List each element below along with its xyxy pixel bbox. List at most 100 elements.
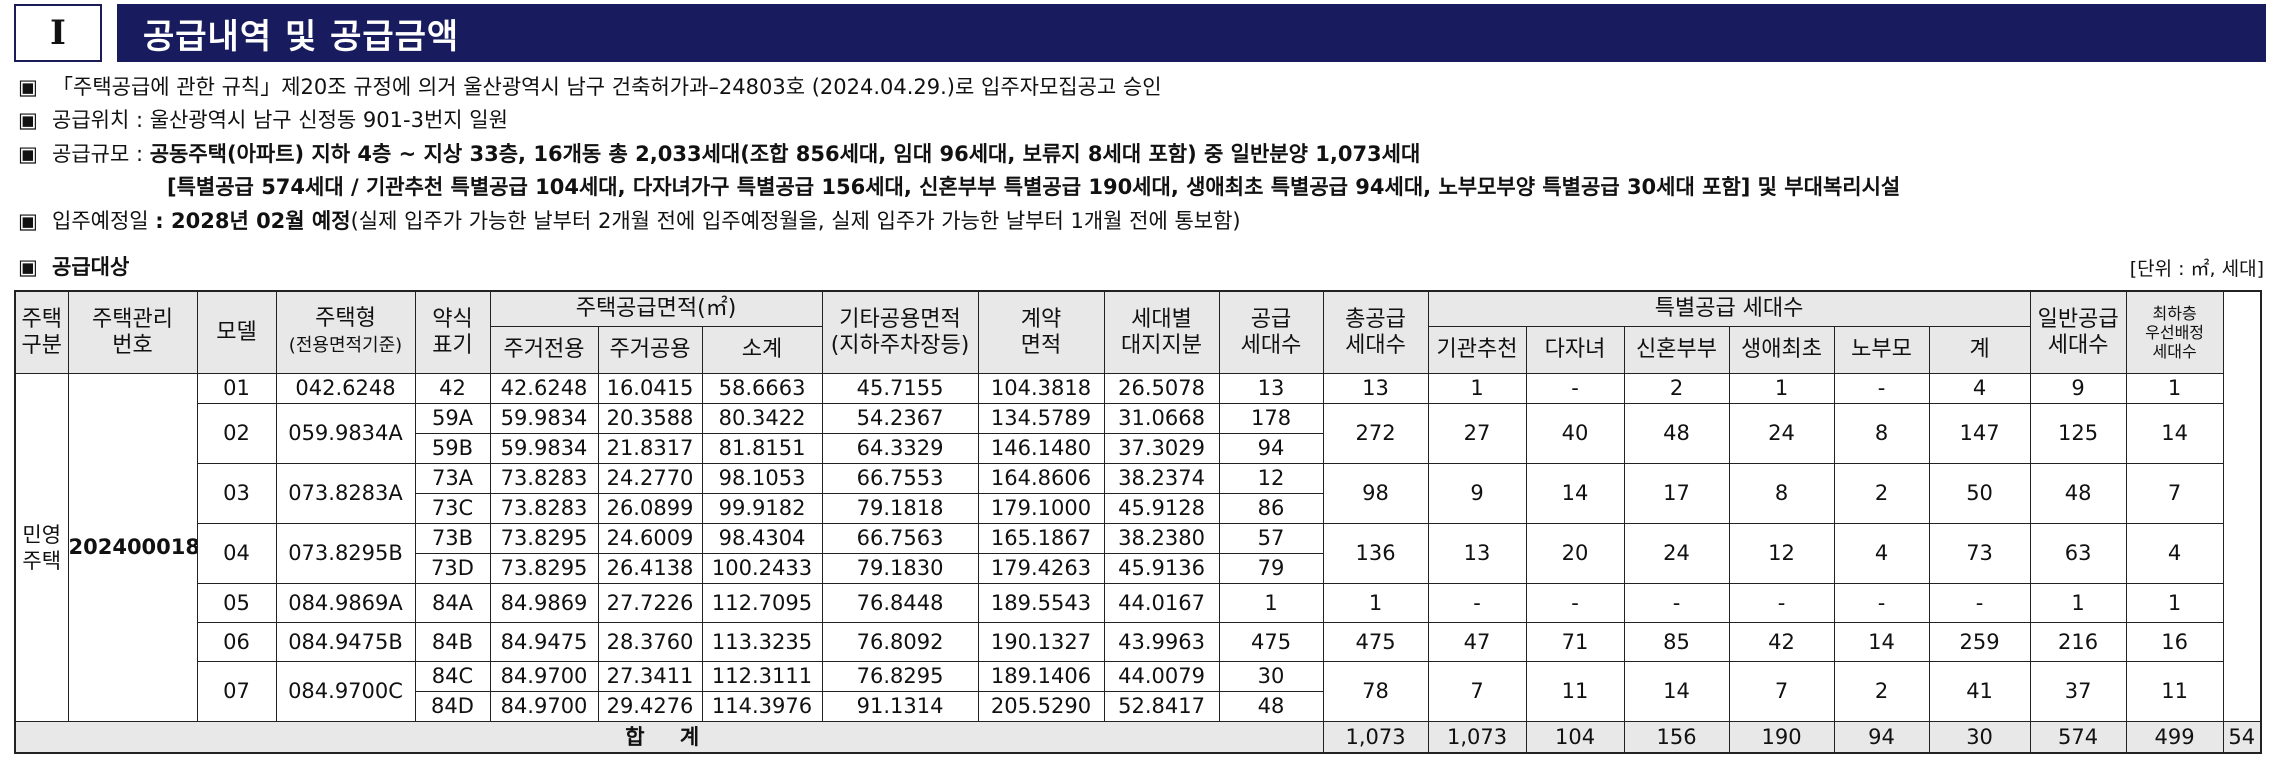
- table-row: 민영 주택202400018101042.62484242.624816.041…: [14, 373, 2261, 722]
- cell-model: 06: [196, 622, 277, 662]
- table-row: 73D 73.8295 26.4138 100.2433 79.1830 179.4263…: [15, 553, 2261, 584]
- header-special: 특별공급 세대수: [1427, 290, 2031, 327]
- cell-land-share: 26.5078: [1103, 373, 1220, 404]
- cell-sp-sum: 73: [1928, 523, 2031, 584]
- header-sp-multi: 다자녀: [1525, 326, 1625, 374]
- bullet-location-text: 공급위치 : 울산광역시 남구 신정동 901-3번지 일원: [52, 108, 508, 132]
- cell-other-area: 76.8448: [821, 583, 979, 623]
- cell-abbrev: 84C: [414, 661, 491, 692]
- cell-sp-sum: 4: [1928, 373, 2031, 404]
- table-body: 민영 주택202400018101042.62484242.624816.041…: [14, 373, 2261, 722]
- cell-subtotal-area: 113.3235: [701, 622, 823, 662]
- table-row: 02 059.9834A 59A 59.9834 20.3588 80.3422 54.23…: [15, 403, 2261, 464]
- cell-priority: 11: [2125, 661, 2224, 722]
- cell-other-area: 64.3329: [821, 433, 979, 464]
- cell-subtotal-area: 98.1053: [701, 463, 823, 494]
- total-sp-multi: 156: [1623, 721, 1730, 754]
- cell-contract-area: 189.5543: [977, 583, 1105, 623]
- bullet-square-icon: ▣: [18, 142, 38, 166]
- cell-total-units: 272: [1322, 403, 1429, 464]
- cell-housing-type: 민영 주택: [14, 373, 69, 722]
- cell-house-type: 042.6248: [275, 373, 416, 404]
- cell-supply-units: 30: [1218, 661, 1324, 692]
- section-title-bar: 공급내역 및 공급금액: [117, 4, 2266, 62]
- supply-table: 주택 구분 주택관리 번호 모델 주택형 (전용면적기준) 약식 표기 주택공급면…: [14, 290, 2262, 754]
- cell-excl-area: 42.6248: [489, 373, 599, 404]
- cell-contract-area: 104.3818: [977, 373, 1105, 404]
- cell-abbrev: 84B: [414, 622, 491, 662]
- cell-land-share: 44.0167: [1103, 583, 1220, 623]
- cell-house-type: 084.9869A: [275, 583, 416, 623]
- table-row: 07 084.9700C 84C 84.9700 27.3411 112.3111 76.8…: [15, 661, 2261, 722]
- cell-sp-sum: 41: [1928, 661, 2031, 722]
- cell-sp-parent: -: [1833, 583, 1930, 623]
- cell-sp-first: 12: [1728, 523, 1835, 584]
- header-land-share: 세대별 대지지분: [1103, 290, 1220, 374]
- header-excl: 주거전용: [489, 326, 599, 374]
- cell-common-area: 27.3411: [597, 661, 703, 692]
- cell-model: 02: [196, 403, 277, 464]
- total-sp-inst: 104: [1525, 721, 1625, 754]
- cell-other-area: 45.7155: [821, 373, 979, 404]
- cell-subtotal-area: 99.9182: [701, 493, 823, 524]
- bullet-move-in-note: (실제 입주가 가능한 날부터 2개월 전에 입주예정월을, 실제 입주가 가능…: [350, 209, 1241, 233]
- cell-land-share: 45.9128: [1103, 493, 1220, 524]
- cell-sp-parent: 2: [1833, 661, 1930, 722]
- cell-sp-parent: 2: [1833, 463, 1930, 524]
- cell-subtotal-area: 80.3422: [701, 403, 823, 434]
- cell-priority: 1: [2125, 373, 2224, 404]
- cell-sp-newly: 85: [1623, 622, 1730, 662]
- total-sp-parent: 30: [1928, 721, 2031, 754]
- cell-supply-units: 79: [1218, 553, 1324, 584]
- cell-common-area: 26.0899: [597, 493, 703, 524]
- cell-common-area: 20.3588: [597, 403, 703, 434]
- cell-other-area: 54.2367: [821, 403, 979, 434]
- header-sp-sum: 계: [1928, 326, 2031, 374]
- cell-excl-area: 73.8283: [489, 463, 599, 494]
- bullet-approval: ▣ 「주택공급에 관한 규칙」제20조 규정에 의거 울산광역시 남구 건축허가과…: [18, 73, 1162, 101]
- cell-land-share: 45.9136: [1103, 553, 1220, 584]
- bullet-move-in-date: : 2028년 02월 예정: [155, 209, 351, 233]
- cell-contract-area: 189.1406: [977, 661, 1105, 692]
- cell-contract-area: 165.1867: [977, 523, 1105, 554]
- header-mgmt-no: 주택관리 번호: [67, 290, 198, 374]
- cell-abbrev: 42: [414, 373, 491, 404]
- header-abbrev: 약식 표기: [414, 290, 491, 374]
- cell-total-units: 78: [1322, 661, 1429, 722]
- cell-supply-units: 13: [1218, 373, 1324, 404]
- cell-common-area: 28.3760: [597, 622, 703, 662]
- header-priority: 최하층 우선배정 세대수: [2125, 290, 2224, 374]
- totals-label: 합 계: [14, 721, 1324, 754]
- cell-abbrev: 84D: [414, 691, 491, 722]
- cell-sp-parent: 8: [1833, 403, 1930, 464]
- cell-excl-area: 73.8295: [489, 523, 599, 554]
- cell-general: 125: [2029, 403, 2127, 464]
- header-total-units: 총공급 세대수: [1322, 290, 1429, 374]
- cell-sp-sum: 50: [1928, 463, 2031, 524]
- cell-sp-multi: 71: [1525, 622, 1625, 662]
- cell-excl-area: 84.9700: [489, 691, 599, 722]
- bullet-square-icon: ▣: [18, 108, 38, 132]
- cell-subtotal-area: 100.2433: [701, 553, 823, 584]
- cell-sp-newly: 17: [1623, 463, 1730, 524]
- cell-model: 04: [196, 523, 277, 584]
- cell-supply-units: 86: [1218, 493, 1324, 524]
- header-subtotal: 소계: [701, 326, 823, 374]
- cell-land-share: 43.9963: [1103, 622, 1220, 662]
- bullet-scale-label: 공급규모 :: [52, 142, 150, 166]
- bullet-square-icon: ▣: [18, 75, 38, 99]
- header-sp-first: 생애최초: [1728, 326, 1835, 374]
- header-contract-area: 계약 면적: [977, 290, 1105, 374]
- total-sp-sum: 574: [2029, 721, 2127, 754]
- table-row: 04 073.8295B 73B 73.8295 24.6009 98.4304 66.75…: [15, 523, 2261, 584]
- cell-subtotal-area: 114.3976: [701, 691, 823, 722]
- cell-sp-inst: 47: [1427, 622, 1527, 662]
- cell-house-type: 073.8283A: [275, 463, 416, 524]
- cell-general: 1: [2029, 583, 2127, 623]
- cell-contract-area: 134.5789: [977, 403, 1105, 434]
- cell-sp-first: 42: [1728, 622, 1835, 662]
- cell-excl-area: 84.9869: [489, 583, 599, 623]
- cell-house-type: 059.9834A: [275, 403, 416, 464]
- table-row: 06 084.9475B 84B 84.9475 28.3760 113.3235 76.8…: [15, 622, 2261, 662]
- bullet-square-icon: ▣: [18, 255, 38, 279]
